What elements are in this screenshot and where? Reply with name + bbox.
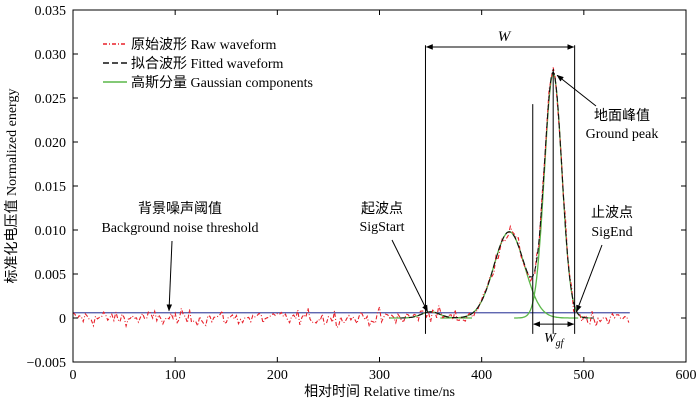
x-tick-label: 300 (369, 368, 390, 383)
plot-layer (72, 45, 630, 334)
y-tick-label: 0 (59, 312, 66, 327)
x-tick-label: 400 (471, 368, 492, 383)
sigend-arrow (576, 244, 603, 313)
y-tick-label: −0.005 (27, 356, 66, 371)
y-axis-ticks: −0.005 0 0.005 0.010 0.015 0.020 0.025 0.030 0.0… (27, 4, 686, 371)
legend-label: 原始波形 Raw waveform (131, 37, 277, 53)
x-axis-ticks: 0 100 200 300 400 500 600 (70, 10, 697, 383)
sigstart-label-en: SigStart (359, 220, 404, 235)
y-tick-label: 0.030 (35, 48, 67, 63)
noise-threshold-arrow (166, 240, 173, 312)
wgf-label: Wgf (544, 331, 565, 349)
legend-label: 高斯分量 Gaussian components (131, 74, 313, 91)
y-axis-label: 标准化电压值 Normalized energy (4, 89, 20, 284)
gaussian-component (440, 231, 579, 319)
y-tick-label: 0.035 (35, 4, 67, 19)
ground-peak-label-en: Ground peak (586, 127, 659, 142)
noise-threshold-label-en: Background noise threshold (101, 221, 258, 236)
w-label: W (498, 29, 512, 45)
x-tick-label: 100 (165, 368, 186, 383)
y-tick-label: 0.005 (35, 268, 67, 283)
x-tick-label: 500 (573, 368, 594, 383)
legend: 原始波形 Raw waveform 拟合波形 Fitted waveform 高斯分… (103, 37, 313, 91)
x-axis-label: 相对时间 Relative time/ns (304, 384, 455, 400)
sigstart-label-cn: 起波点 (361, 201, 403, 217)
y-tick-label: 0.015 (35, 180, 67, 195)
x-tick-label: 200 (267, 368, 288, 383)
y-tick-label: 0.010 (35, 224, 67, 239)
sigend-label-en: SigEnd (591, 225, 632, 240)
x-tick-label: 0 (70, 368, 77, 383)
ground-peak-label-cn: 地面峰值 (594, 108, 650, 124)
annotations: W Wgf 地面峰值 Ground peak 起波点 SigStart 止波点 … (101, 29, 658, 349)
legend-label: 拟合波形 Fitted waveform (131, 56, 284, 72)
ground-peak-arrow (556, 74, 597, 107)
y-tick-label: 0.020 (35, 136, 67, 151)
x-tick-label: 600 (676, 368, 697, 383)
raw-waveform-series (72, 67, 630, 329)
sigend-label-cn: 止波点 (591, 205, 633, 221)
sigstart-arrow (391, 239, 428, 313)
y-tick-label: 0.025 (35, 92, 67, 107)
noise-threshold-label-cn: 背景噪声阈值 (138, 201, 222, 217)
fitted-waveform-series (399, 70, 594, 319)
